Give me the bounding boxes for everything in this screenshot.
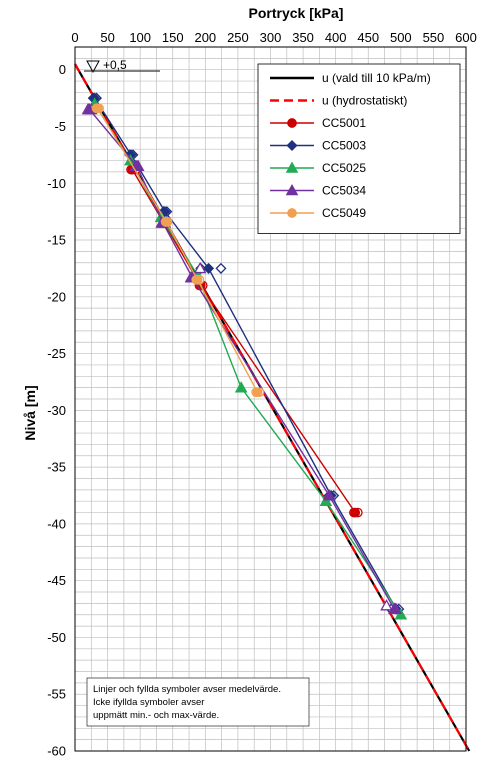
data-point-marker bbox=[286, 139, 298, 152]
x-tick-label: 450 bbox=[357, 30, 379, 45]
note-line: Icke ifyllda symboler avser bbox=[93, 697, 204, 708]
x-tick-label: 500 bbox=[390, 30, 412, 45]
legend-label: CC5003 bbox=[322, 139, 366, 153]
chart-title: Portryck [kPa] bbox=[249, 5, 344, 21]
water-level-triangle-icon bbox=[86, 60, 100, 74]
series-line bbox=[97, 107, 259, 393]
series-cc5049 bbox=[91, 103, 265, 398]
data-point-marker bbox=[287, 118, 297, 128]
data-point-marker bbox=[322, 488, 336, 501]
data-point-marker bbox=[203, 262, 215, 274]
legend-label: CC5049 bbox=[322, 206, 366, 220]
x-tick-label: 600 bbox=[455, 30, 477, 45]
data-point-marker bbox=[92, 103, 103, 114]
x-tick-label: 400 bbox=[325, 30, 347, 45]
legend-label: CC5001 bbox=[322, 116, 366, 130]
x-tick-label: 200 bbox=[194, 30, 216, 45]
y-axis-title: Nivå [m] bbox=[22, 385, 38, 440]
series-u-hydrostatiskt bbox=[74, 63, 471, 752]
data-point-marker bbox=[285, 161, 299, 173]
data-point-marker bbox=[252, 387, 263, 398]
plot-frame bbox=[74, 46, 467, 752]
y-tick-label: -40 bbox=[47, 516, 66, 531]
note-line: Linjer och fyllda symboler avser medelvä… bbox=[93, 684, 281, 695]
y-tick-label: -25 bbox=[47, 346, 66, 361]
data-point-marker bbox=[350, 507, 361, 518]
data-point-marker bbox=[319, 494, 333, 507]
data-point-marker bbox=[161, 217, 172, 227]
x-tick-label: 50 bbox=[100, 30, 114, 45]
series-layer bbox=[74, 63, 471, 752]
data-point-marker bbox=[380, 599, 393, 611]
note-line: uppmätt min.- och max-värde. bbox=[93, 710, 219, 721]
y-tick-label: -20 bbox=[47, 289, 66, 304]
data-point-marker bbox=[285, 183, 299, 196]
legend: u (vald till 10 kPa/m) u (hydrostatiskt) C… bbox=[257, 63, 461, 234]
y-tick-label: -45 bbox=[47, 573, 66, 588]
data-point-marker bbox=[193, 261, 207, 274]
data-point-marker bbox=[394, 608, 408, 620]
series-line bbox=[88, 109, 395, 610]
series-line bbox=[74, 63, 471, 752]
series-line bbox=[93, 97, 397, 610]
data-point-marker bbox=[215, 262, 227, 274]
x-tick-label: 150 bbox=[162, 30, 184, 45]
y-tick-label: -35 bbox=[47, 460, 66, 475]
legend-label: CC5025 bbox=[322, 161, 366, 175]
data-point-marker bbox=[234, 381, 248, 393]
note-frame bbox=[86, 677, 310, 727]
legend-label: u (hydrostatiskt) bbox=[322, 94, 407, 108]
x-tick-label: 100 bbox=[129, 30, 151, 45]
x-tick-label: 350 bbox=[292, 30, 314, 45]
x-tick-label: 300 bbox=[260, 30, 282, 45]
x-tick-label: 0 bbox=[71, 30, 78, 45]
y-tick-label: -30 bbox=[47, 403, 66, 418]
y-tick-label: -55 bbox=[47, 687, 66, 702]
tick-labels: 0 50 100 150 200 250 300 350 400 450 500 550 600 0 -5 -… bbox=[47, 30, 477, 759]
data-point-marker bbox=[287, 208, 297, 218]
x-tick-label: 250 bbox=[227, 30, 249, 45]
legend-label: u (vald till 10 kPa/m) bbox=[322, 71, 431, 85]
note-box: Linjer och fyllda symboler avser medelvä… bbox=[86, 677, 310, 727]
legend-label: CC5034 bbox=[322, 184, 366, 198]
data-point-marker bbox=[388, 602, 401, 614]
y-tick-label: 0 bbox=[59, 62, 66, 77]
y-tick-label: -15 bbox=[47, 233, 66, 248]
y-tick-label: -60 bbox=[47, 744, 66, 759]
data-point-marker bbox=[192, 274, 203, 285]
y-tick-label: -5 bbox=[54, 119, 66, 134]
y-tick-label: -10 bbox=[47, 176, 66, 191]
water-level-marker: +0,5 bbox=[84, 58, 160, 74]
y-tick-label: -50 bbox=[47, 630, 66, 645]
x-tick-label: 550 bbox=[423, 30, 445, 45]
water-level-label: +0,5 bbox=[103, 58, 127, 72]
